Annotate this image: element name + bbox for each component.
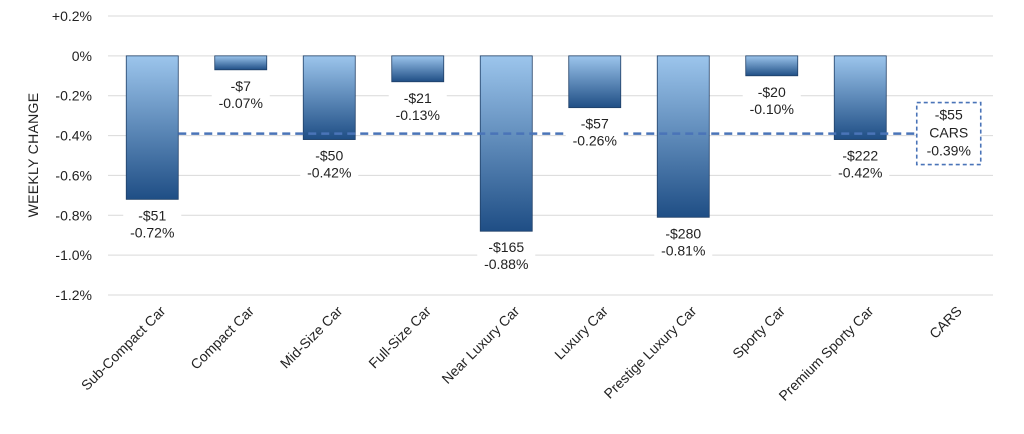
y-axis-ticks: +0.2% 0% -0.2% -0.4% -0.6% -0.8% -1.0% -1.2% (52, 8, 92, 303)
data-labels: -$51-0.72%-$7-0.07%-$50-0.42%-$21-0.13%-… (123, 75, 982, 276)
data-label: -$222 (842, 148, 878, 164)
x-category-label: Compact Car (187, 303, 257, 373)
y-tick-label: -1.2% (55, 287, 92, 303)
bar (479, 55, 533, 232)
data-label: -$280 (665, 225, 701, 241)
data-label: -$57 (581, 116, 609, 132)
data-label: -0.26% (573, 133, 617, 149)
data-label: -0.72% (130, 224, 174, 240)
total-label: -$55 (935, 107, 963, 123)
x-category-label: Premium Sporty Car (775, 303, 876, 404)
bar (391, 55, 445, 83)
x-category-label: Prestige Luxury Car (601, 303, 700, 402)
x-category-label: Sporty Car (729, 303, 788, 362)
y-tick-label: -0.2% (55, 88, 92, 104)
y-tick-label: -1.0% (55, 247, 92, 263)
total-label: CARS (929, 125, 968, 141)
total-label: -0.39% (927, 143, 971, 159)
total-label-box (915, 101, 982, 166)
data-label: -$7 (231, 78, 251, 94)
data-label: -0.88% (484, 256, 528, 272)
data-label: -0.13% (396, 107, 440, 123)
x-category-label: Near Luxury Car (438, 303, 522, 387)
data-label-background (654, 223, 713, 262)
bar (125, 55, 179, 200)
data-label-background (742, 81, 801, 120)
y-tick-label: -0.4% (55, 128, 92, 144)
data-label: -$50 (315, 148, 343, 164)
data-label: -0.42% (838, 165, 882, 181)
bar (833, 55, 887, 140)
x-category-label: Full-Size Car (365, 303, 434, 372)
data-label: -$165 (488, 239, 524, 255)
data-label: -$20 (758, 84, 786, 100)
data-label-background (388, 87, 447, 126)
y-tick-label: 0% (72, 48, 92, 64)
data-label: -0.10% (750, 101, 794, 117)
bar (568, 55, 622, 109)
data-label: -0.42% (307, 165, 351, 181)
data-label-background (211, 75, 270, 114)
data-label-background (831, 145, 890, 184)
bar (302, 55, 356, 140)
data-label: -$21 (404, 90, 432, 106)
data-label: -0.07% (219, 95, 263, 111)
data-label-background (565, 113, 624, 152)
x-category-label: Mid-Size Car (277, 303, 346, 372)
y-tick-label: -0.8% (55, 207, 92, 223)
y-tick-label: +0.2% (52, 8, 92, 24)
data-label-background (477, 237, 536, 276)
data-label-background (300, 145, 359, 184)
bar (656, 55, 710, 218)
bars (125, 55, 887, 232)
x-category-label: CARS (926, 303, 965, 342)
x-category-label: Luxury Car (551, 303, 611, 363)
x-axis-categories: Sub-Compact Car Compact Car Mid-Size Car Fu… (78, 303, 965, 404)
data-label-background (123, 205, 182, 244)
data-label: -$51 (138, 207, 166, 223)
y-axis-label: WEEKLY CHANGE (25, 93, 41, 218)
data-label: -0.81% (661, 242, 705, 258)
x-category-label: Sub-Compact Car (78, 303, 169, 394)
y-tick-label: -0.6% (55, 167, 92, 183)
bar (745, 55, 799, 77)
bar (214, 55, 268, 71)
